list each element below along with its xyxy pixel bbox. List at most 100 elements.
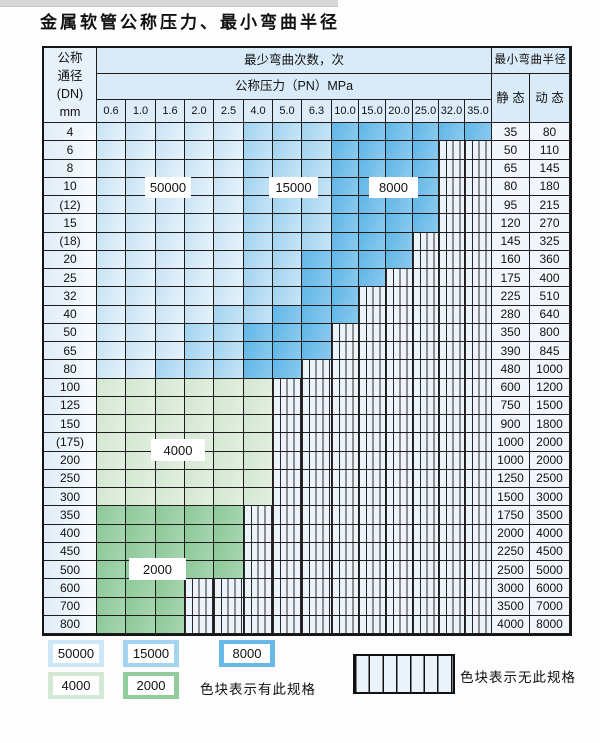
- row-label-dn: 300: [44, 488, 97, 507]
- row-label-dn: 80: [44, 360, 97, 379]
- region-cycles-label: 2000: [129, 558, 186, 580]
- dynamic-radius-value: 6000: [530, 579, 570, 598]
- spec-cell: [273, 159, 302, 178]
- spec-cell: [156, 579, 185, 598]
- spec-cell: [439, 123, 465, 142]
- spec-cell: [244, 488, 273, 507]
- spec-cell: [185, 123, 214, 142]
- legend-swatch-8000: 8000: [219, 640, 275, 667]
- spec-cell: [214, 506, 244, 525]
- legend-swatch-4000: 4000: [48, 672, 104, 699]
- row-label-dn: 20: [44, 250, 97, 269]
- spec-cell: [214, 214, 244, 233]
- spec-cell: [156, 123, 185, 142]
- spec-cell-none: [386, 396, 413, 415]
- spec-cell: [185, 269, 214, 288]
- spec-cell: [126, 305, 156, 324]
- spec-cell-none: [273, 597, 302, 616]
- spec-cell: [185, 232, 214, 251]
- spec-cell-none: [413, 305, 439, 324]
- spec-cell-none: [332, 415, 359, 434]
- spec-cell-none: [465, 415, 492, 434]
- spec-cell: [97, 488, 126, 507]
- spec-cell-none: [465, 524, 492, 543]
- region-cycles-label: 8000: [369, 177, 418, 198]
- spec-cell: [386, 159, 413, 178]
- spec-cell: [413, 177, 439, 196]
- spec-cell-none: [439, 433, 465, 452]
- spec-cell: [126, 196, 156, 215]
- dynamic-radius-value: 510: [530, 287, 570, 306]
- spec-cell-none: [273, 378, 302, 397]
- spec-cell: [332, 196, 359, 215]
- spec-cell-none: [413, 250, 439, 269]
- spec-cell: [126, 360, 156, 379]
- spec-cell-none: [359, 524, 386, 543]
- spec-cell: [244, 232, 273, 251]
- dynamic-radius-value: 2500: [530, 469, 570, 488]
- dynamic-radius-value: 80: [530, 123, 570, 142]
- scan-artifact-strip: [0, 0, 338, 7]
- spec-cell-none: [386, 323, 413, 342]
- region-cycles-label: 50000: [145, 177, 191, 198]
- spec-cell: [97, 524, 126, 543]
- spec-cell: [465, 123, 492, 142]
- spec-cell-none: [332, 378, 359, 397]
- spec-cell: [386, 123, 413, 142]
- spec-cell: [332, 214, 359, 233]
- spec-cell: [97, 159, 126, 178]
- spec-cell: [214, 524, 244, 543]
- spec-cell: [244, 141, 273, 160]
- spec-cell-none: [439, 597, 465, 616]
- spec-cell: [244, 196, 273, 215]
- spec-cell-none: [439, 305, 465, 324]
- spec-cell-none: [273, 506, 302, 525]
- dynamic-radius-value: 360: [530, 250, 570, 269]
- spec-cell: [244, 123, 273, 142]
- spec-cell: [126, 524, 156, 543]
- spec-cell: [359, 232, 386, 251]
- spec-cell-none: [439, 196, 465, 215]
- spec-cell: [185, 196, 214, 215]
- spec-cell-none: [302, 451, 332, 470]
- spec-cell: [214, 433, 244, 452]
- spec-cell-none: [465, 469, 492, 488]
- static-radius-value: 1750: [492, 506, 530, 525]
- pressure-value-header: 1.6: [156, 100, 185, 123]
- row-label-dn: 50: [44, 323, 97, 342]
- spec-cell: [97, 342, 126, 361]
- spec-cell-none: [465, 305, 492, 324]
- spec-cell-none: [439, 451, 465, 470]
- spec-cell-none: [465, 488, 492, 507]
- spec-cell: [273, 141, 302, 160]
- spec-cell-none: [465, 196, 492, 215]
- row-label-dn: 15: [44, 214, 97, 233]
- spec-cell: [302, 342, 332, 361]
- static-radius-value: 390: [492, 342, 530, 361]
- static-radius-value: 1500: [492, 488, 530, 507]
- spec-cell: [185, 524, 214, 543]
- spec-cell: [126, 488, 156, 507]
- spec-cell-none: [273, 488, 302, 507]
- static-radius-value: 120: [492, 214, 530, 233]
- spec-cell: [185, 250, 214, 269]
- spec-cell-none: [439, 469, 465, 488]
- spec-cell: [214, 159, 244, 178]
- spec-cell: [126, 232, 156, 251]
- spec-cell: [273, 360, 302, 379]
- static-radius-value: 480: [492, 360, 530, 379]
- spec-cell: [413, 141, 439, 160]
- spec-cell-none: [439, 524, 465, 543]
- nominal-pressure-header: 公称压力（PN）MPa: [97, 74, 492, 100]
- spec-cell: [156, 378, 185, 397]
- static-radius-value: 280: [492, 305, 530, 324]
- spec-cell-none: [386, 469, 413, 488]
- row-label-dn: 400: [44, 524, 97, 543]
- static-radius-value: 160: [492, 250, 530, 269]
- spec-cell: [185, 542, 214, 561]
- pressure-value-header: 0.6: [97, 100, 126, 123]
- spec-cell-none: [439, 615, 465, 634]
- static-column-header: 静 态: [492, 74, 530, 123]
- spec-cell: [97, 415, 126, 434]
- spec-cell: [332, 141, 359, 160]
